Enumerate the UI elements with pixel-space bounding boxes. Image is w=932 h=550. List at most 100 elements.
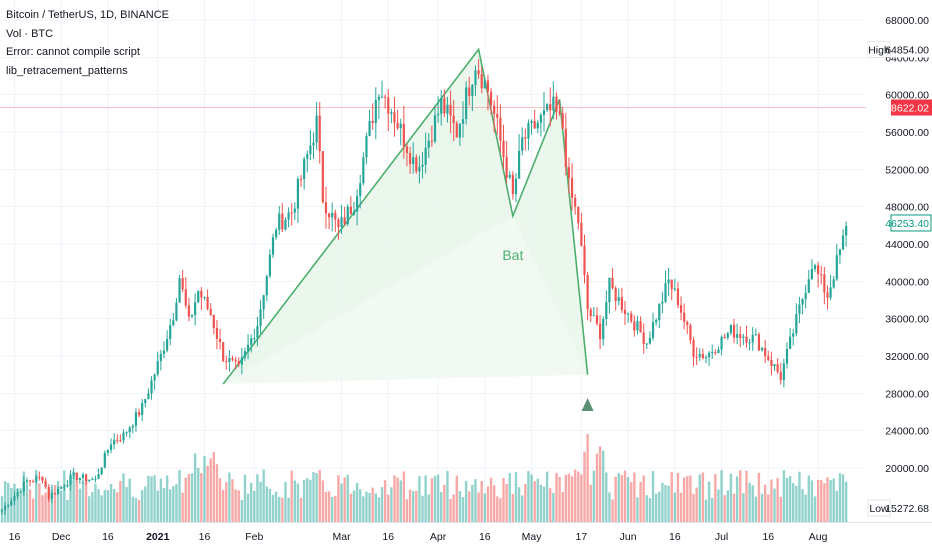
volume-bar <box>511 493 515 522</box>
candle-body <box>265 276 268 296</box>
candle-body <box>673 288 676 290</box>
candle-body <box>184 289 187 306</box>
volume-bar <box>636 497 639 522</box>
candle-body <box>405 146 409 154</box>
volume-bar <box>103 489 106 522</box>
volume-bar <box>153 475 156 522</box>
volume-bar <box>533 481 536 522</box>
outline-price-box <box>890 214 932 232</box>
volume-bar <box>826 477 829 522</box>
candle-body <box>465 87 468 120</box>
time-tick-label: 16 <box>479 531 491 543</box>
volume-bar <box>757 472 761 522</box>
volume-bar <box>536 478 539 522</box>
symbol-title[interactable]: Bitcoin / TetherUS, 1D, BINANCE <box>6 9 170 21</box>
candle-body <box>253 338 256 340</box>
candle-body <box>667 279 670 284</box>
candle-body <box>334 212 337 220</box>
volume-bar <box>645 495 649 522</box>
volume-bar <box>69 473 72 522</box>
time-tick-label: Jul <box>715 531 728 543</box>
candle-body <box>620 297 623 310</box>
volume-bar <box>246 493 250 522</box>
volume-bar <box>100 495 103 522</box>
candle-body <box>661 301 664 304</box>
candle-body <box>299 178 303 180</box>
time-tick-label: 16 <box>669 531 681 543</box>
volume-bar <box>601 450 605 522</box>
volume-bar <box>801 489 804 522</box>
candle-body <box>788 336 792 349</box>
candle-body <box>368 120 371 137</box>
volume-bar <box>418 476 421 522</box>
candle-body <box>190 315 194 317</box>
volume-bar <box>471 484 474 522</box>
volume-bar <box>664 485 667 522</box>
volume-bar <box>330 497 334 522</box>
candle-body <box>215 328 219 339</box>
candle-body <box>7 505 10 507</box>
candle-body <box>337 219 340 227</box>
time-axis[interactable]: 16 Dec 16 2021 16 Feb Mar 16 Apr 16 May 17 Jun 16 Jul 1… <box>0 522 932 544</box>
volume-bar <box>150 476 153 522</box>
candle-body <box>477 70 480 75</box>
time-tick-label: Mar <box>332 531 351 543</box>
volume-bar <box>598 446 602 522</box>
candle-body <box>686 321 689 326</box>
candle-body <box>306 153 309 159</box>
candle-body <box>779 371 782 380</box>
volume-bar <box>237 490 240 522</box>
candle-body <box>474 70 477 85</box>
candle-body <box>169 325 172 339</box>
volume-bar <box>106 490 110 522</box>
candle-body <box>835 255 838 280</box>
candle-body <box>813 265 817 270</box>
volume-bar <box>424 475 427 522</box>
pattern-fill <box>223 49 513 384</box>
price-tick-label: 68000.00 <box>885 15 929 27</box>
volume-bar <box>436 474 440 522</box>
candle-body <box>838 249 842 256</box>
volume-bar <box>81 481 85 522</box>
volume-bar <box>788 476 792 522</box>
volume-bar <box>63 470 66 522</box>
candle-body <box>106 450 110 453</box>
volume-bar <box>22 471 26 522</box>
script-error-label[interactable]: Error: cannot compile script <box>6 46 140 58</box>
volume-bar <box>88 496 91 522</box>
volume-bar <box>605 472 608 522</box>
volume-bar <box>776 478 779 522</box>
volume-bar <box>234 489 237 522</box>
candle-body <box>150 380 153 394</box>
candle-body <box>259 309 262 326</box>
volume-bar <box>452 494 455 522</box>
price-axis[interactable]: 68000.00 64000.00 60000.00 56000.00 52000.00… <box>867 15 932 517</box>
candle-body <box>764 348 767 357</box>
volume-bar <box>421 495 424 522</box>
candle-body <box>739 334 742 338</box>
candle-body <box>807 279 810 293</box>
candle-body <box>113 439 116 445</box>
volume-bar <box>178 469 181 522</box>
candle-body <box>315 115 318 143</box>
candle-body <box>742 336 745 338</box>
volume-bar <box>489 477 493 522</box>
volume-bar <box>387 494 390 522</box>
volume-bar <box>617 472 620 522</box>
candle-body <box>726 333 729 338</box>
volume-bar <box>41 495 44 522</box>
volume-bar <box>567 473 571 522</box>
volume-bar <box>742 493 745 522</box>
volume-bar <box>125 487 128 522</box>
candle-body <box>10 500 13 506</box>
volume-bar <box>698 474 701 522</box>
volume-bar <box>31 498 35 522</box>
volume-bar <box>309 479 312 522</box>
volume-bar <box>767 494 770 522</box>
candle-body <box>19 491 22 493</box>
volume-bar <box>318 469 321 522</box>
volume-indicator-label[interactable]: Vol · BTC <box>6 27 54 40</box>
candle-body <box>549 104 552 111</box>
library-label[interactable]: lib_retracement_patterns <box>6 64 128 77</box>
